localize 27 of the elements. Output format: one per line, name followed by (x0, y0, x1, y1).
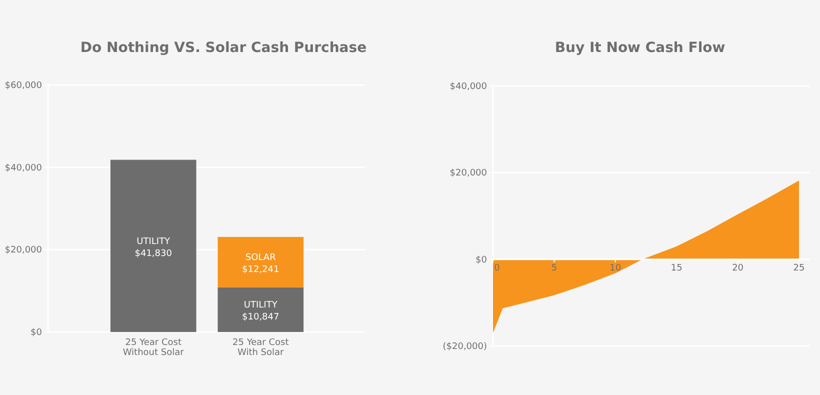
y-tick-label: $60,000 (4, 81, 42, 91)
series-label: UTILITY (244, 300, 278, 311)
x-tick-label: 25 Year Cost With Solar (232, 338, 290, 358)
chart-title: Buy It Now Cash Flow (554, 40, 726, 56)
data-label: $10,847 (242, 312, 280, 323)
x-tick-label: 25 (793, 263, 805, 274)
data-label: $12,241 (242, 265, 280, 276)
x-tick-label: 15 (670, 263, 682, 274)
x-tick-label: 20 (732, 263, 744, 274)
x-tick-label: 10 (610, 263, 622, 274)
y-tick-label: $0 (476, 255, 488, 266)
x-tick-label: 25 Year Cost Without Solar (122, 338, 184, 358)
x-tick-label: 0 (494, 263, 500, 274)
series-label: SOLAR (245, 253, 276, 264)
chart-title: Do Nothing VS. Solar Cash Purchase (80, 40, 367, 56)
bar (218, 236, 304, 288)
y-tick-label: $40,000 (450, 82, 488, 92)
y-tick-label: $0 (30, 328, 42, 338)
bar (218, 287, 304, 332)
text: UTILITY (136, 236, 170, 247)
data-label: $41,830 (134, 248, 172, 259)
x-tick-label: 5 (551, 263, 558, 274)
bar (110, 160, 196, 332)
y-tick-label: $40,000 (4, 163, 42, 174)
y-tick-label: $20,000 (450, 168, 488, 179)
y-tick-label: $20,000 (4, 246, 42, 256)
y-tick-label: ($20,000) (442, 342, 487, 352)
